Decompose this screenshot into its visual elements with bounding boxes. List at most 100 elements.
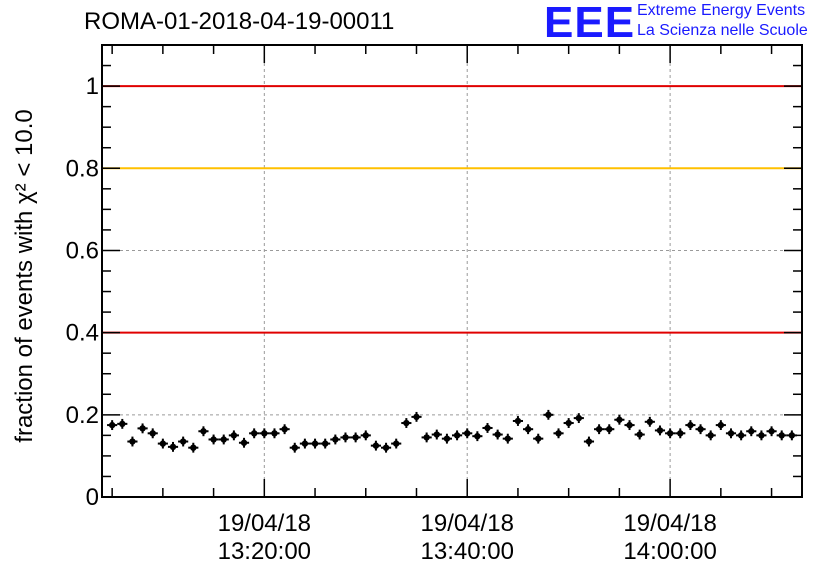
marker [768,428,775,435]
data-point [330,434,341,445]
data-point [533,433,544,444]
y-axis-label: fraction of events with χ² < 10.0 [11,109,38,442]
marker [393,440,400,447]
marker [707,432,714,439]
marker [220,436,227,443]
marker [778,432,785,439]
marker [575,414,583,422]
data-point [320,438,331,449]
data-point [107,420,118,431]
data-point [695,424,706,435]
marker [423,434,430,441]
marker [606,426,613,433]
data-point [431,429,442,440]
data-point [665,428,676,439]
data-point [198,426,209,437]
data-point [573,413,584,424]
marker [149,430,156,437]
data-point [299,438,310,449]
x-tick-label-date: 19/04/18 [421,510,514,537]
data-point [583,436,595,447]
marker [342,434,349,441]
marker [291,444,298,451]
marker [697,426,704,433]
data-point [594,424,605,435]
marker [636,431,643,438]
y-tick-label: 0.8 [66,155,99,182]
data-point [482,423,493,433]
data-point [543,409,554,420]
data-point [523,424,534,435]
marker [230,432,238,439]
data-point [340,432,351,443]
marker [108,421,116,429]
data-point [604,424,615,435]
marker [555,430,562,437]
marker [727,430,735,437]
data-point [756,430,767,441]
axis-ticks [102,44,802,498]
reference-lines [102,85,802,334]
data-point [289,442,300,453]
marker [200,428,207,435]
data-point [452,430,463,441]
data-point [117,418,128,429]
data-point [228,430,239,441]
data-point [147,428,158,439]
data-point [178,436,189,447]
marker [626,421,633,429]
data-point [218,434,229,445]
marker [748,428,755,435]
data-point [675,428,686,439]
marker [677,430,684,437]
data-point [786,430,797,441]
marker [352,434,359,441]
logo-subtitle-line1: Extreme Energy Events [637,2,806,19]
data-point [715,420,726,431]
data-point [654,425,666,436]
marker [119,420,126,428]
marker [403,419,410,427]
data-point [705,430,716,441]
marker [362,432,369,439]
data-point [391,438,402,449]
marker [484,424,491,432]
data-point [370,440,381,451]
x-tick-label-time: 13:20:00 [218,538,311,565]
data-point [188,442,199,453]
data-point [360,430,371,441]
data-point [167,441,179,452]
marker [464,430,471,437]
y-tick-label: 0 [86,484,99,511]
x-tick-label-date: 19/04/18 [218,510,311,537]
marker [311,440,319,447]
marker [169,443,177,451]
marker [717,421,725,429]
marker [474,432,481,440]
marker [271,430,278,437]
y-tick-label: 0.2 [66,402,99,429]
data-point [736,430,747,441]
data-point [553,428,564,439]
eee-logo: EEE [544,0,636,47]
marker [524,426,532,433]
data-point [624,420,635,431]
data-point [563,418,574,428]
marker [656,427,664,434]
marker [514,417,522,425]
marker [190,444,197,451]
logo-subtitle-line2: La Scienza nelle Scuole [637,22,808,39]
data-point [238,437,250,448]
marker [433,431,440,438]
marker [281,426,288,433]
data-point [746,426,757,437]
marker [687,421,694,429]
marker [666,430,674,437]
marker [737,432,745,439]
data-point [249,428,260,439]
marker [332,436,339,443]
x-tick-label-date: 19/04/18 [623,510,716,537]
data-point [512,416,524,426]
marker [453,432,461,439]
